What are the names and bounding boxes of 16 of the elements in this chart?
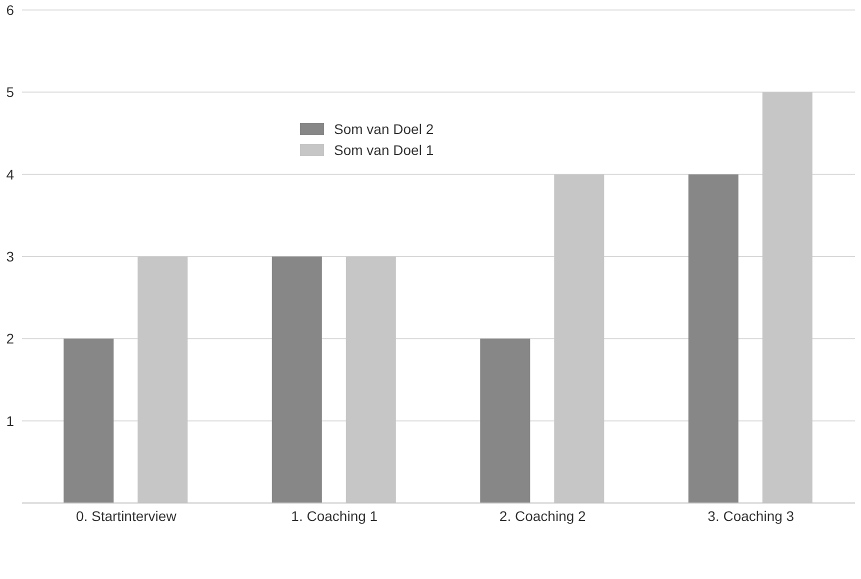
legend-label: Som van Doel 1	[334, 142, 434, 158]
y-tick-label: 4	[6, 166, 14, 182]
legend-label: Som van Doel 2	[334, 120, 434, 136]
bar	[64, 338, 114, 503]
bar	[688, 174, 738, 503]
x-tick-label: 0. Startinterview	[76, 508, 178, 524]
y-tick-label: 5	[6, 84, 14, 100]
x-tick-label: 2. Coaching 2	[499, 508, 586, 524]
y-tick-label: 6	[6, 2, 14, 18]
x-tick-label: 1. Coaching 1	[291, 508, 378, 524]
y-tick-label: 3	[6, 248, 14, 264]
bar	[480, 338, 530, 503]
x-tick-label: 3. Coaching 3	[708, 508, 794, 524]
y-tick-label: 1	[6, 412, 14, 429]
bar	[272, 256, 322, 503]
y-tick-label: 2	[6, 330, 14, 347]
